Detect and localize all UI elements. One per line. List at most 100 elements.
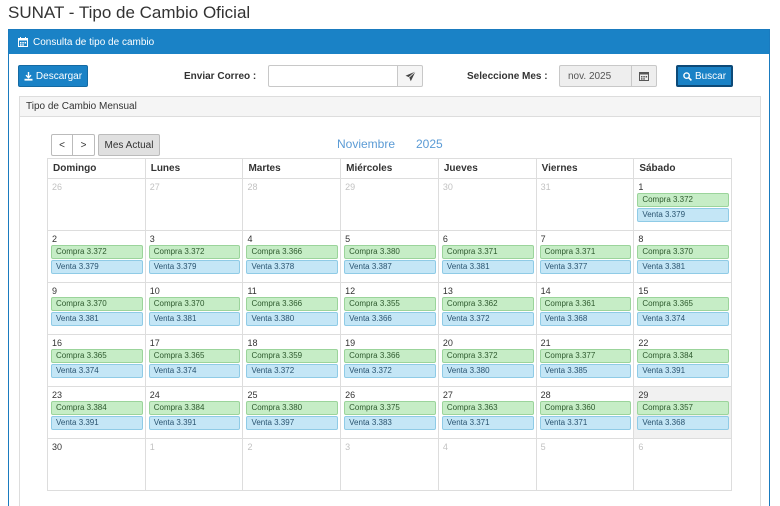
prev-month-button[interactable]: < [51, 134, 73, 156]
calendar-day-cell[interactable]: 1 Compra 3.372 Venta 3.379 [634, 179, 733, 231]
compra-rate-event[interactable]: Compra 3.355 [344, 297, 436, 311]
calendar-day-cell[interactable]: 6 [634, 439, 733, 491]
venta-rate-event[interactable]: Venta 3.379 [148, 260, 241, 274]
compra-rate-event[interactable]: Compra 3.370 [51, 297, 143, 311]
calendar-day-cell[interactable]: 24 Compra 3.384 Venta 3.391 [145, 387, 244, 439]
calendar-day-cell[interactable]: 19 Compra 3.366 Venta 3.372 [341, 335, 439, 387]
calendar-day-cell[interactable]: 13 Compra 3.362 Venta 3.372 [438, 283, 537, 335]
compra-rate-event[interactable]: Compra 3.360 [539, 401, 632, 415]
compra-rate-event[interactable]: Compra 3.362 [441, 297, 534, 311]
month-input[interactable] [559, 65, 632, 87]
calendar-day-cell[interactable]: 17 Compra 3.365 Venta 3.374 [145, 335, 244, 387]
calendar-day-cell[interactable]: 8 Compra 3.370 Venta 3.381 [634, 231, 733, 283]
venta-rate-event[interactable]: Venta 3.368 [637, 416, 730, 430]
venta-rate-event[interactable]: Venta 3.368 [539, 312, 632, 326]
calendar-day-cell[interactable]: 28 Compra 3.360 Venta 3.371 [536, 387, 635, 439]
compra-rate-event[interactable]: Compra 3.372 [148, 245, 241, 259]
next-month-button[interactable]: > [73, 134, 95, 156]
venta-rate-event[interactable]: Venta 3.379 [637, 208, 730, 222]
venta-rate-event[interactable]: Venta 3.387 [344, 260, 436, 274]
calendar-day-cell[interactable]: 14 Compra 3.361 Venta 3.368 [536, 283, 635, 335]
calendar-day-cell[interactable]: 7 Compra 3.371 Venta 3.377 [536, 231, 635, 283]
calendar-day-cell[interactable]: 18 Compra 3.359 Venta 3.372 [243, 335, 342, 387]
venta-rate-event[interactable]: Venta 3.372 [246, 364, 339, 378]
calendar-day-cell[interactable]: 15 Compra 3.365 Venta 3.374 [634, 283, 733, 335]
venta-rate-event[interactable]: Venta 3.378 [246, 260, 339, 274]
calendar-day-cell[interactable]: 31 [536, 179, 635, 231]
compra-rate-event[interactable]: Compra 3.372 [637, 193, 730, 207]
compra-rate-event[interactable]: Compra 3.380 [344, 245, 436, 259]
venta-rate-event[interactable]: Venta 3.374 [51, 364, 143, 378]
compra-rate-event[interactable]: Compra 3.370 [148, 297, 241, 311]
email-input[interactable] [268, 65, 398, 87]
venta-rate-event[interactable]: Venta 3.377 [539, 260, 632, 274]
compra-rate-event[interactable]: Compra 3.384 [637, 349, 730, 363]
calendar-day-cell[interactable]: 5 Compra 3.380 Venta 3.387 [341, 231, 439, 283]
venta-rate-event[interactable]: Venta 3.391 [637, 364, 730, 378]
calendar-day-cell[interactable]: 1 [145, 439, 244, 491]
calendar-day-cell[interactable]: 4 [438, 439, 537, 491]
venta-rate-event[interactable]: Venta 3.383 [344, 416, 436, 430]
calendar-day-cell[interactable]: 5 [536, 439, 635, 491]
venta-rate-event[interactable]: Venta 3.385 [539, 364, 632, 378]
venta-rate-event[interactable]: Venta 3.372 [344, 364, 436, 378]
compra-rate-event[interactable]: Compra 3.370 [637, 245, 730, 259]
venta-rate-event[interactable]: Venta 3.372 [441, 312, 534, 326]
venta-rate-event[interactable]: Venta 3.391 [148, 416, 241, 430]
compra-rate-event[interactable]: Compra 3.366 [246, 245, 339, 259]
venta-rate-event[interactable]: Venta 3.397 [246, 416, 339, 430]
calendar-day-cell[interactable]: 22 Compra 3.384 Venta 3.391 [634, 335, 733, 387]
calendar-day-cell[interactable]: 25 Compra 3.380 Venta 3.397 [243, 387, 342, 439]
calendar-day-cell[interactable]: 3 [341, 439, 439, 491]
venta-rate-event[interactable]: Venta 3.380 [441, 364, 534, 378]
calendar-day-cell[interactable]: 20 Compra 3.372 Venta 3.380 [438, 335, 537, 387]
compra-rate-event[interactable]: Compra 3.384 [51, 401, 143, 415]
venta-rate-event[interactable]: Venta 3.366 [344, 312, 436, 326]
compra-rate-event[interactable]: Compra 3.366 [344, 349, 436, 363]
calendar-day-cell[interactable]: 9 Compra 3.370 Venta 3.381 [48, 283, 146, 335]
compra-rate-event[interactable]: Compra 3.361 [539, 297, 632, 311]
calendar-day-cell[interactable]: 11 Compra 3.366 Venta 3.380 [243, 283, 342, 335]
compra-rate-event[interactable]: Compra 3.375 [344, 401, 436, 415]
compra-rate-event[interactable]: Compra 3.363 [441, 401, 534, 415]
compra-rate-event[interactable]: Compra 3.365 [637, 297, 730, 311]
calendar-day-cell[interactable]: 12 Compra 3.355 Venta 3.366 [341, 283, 439, 335]
compra-rate-event[interactable]: Compra 3.377 [539, 349, 632, 363]
month-picker-button[interactable] [631, 65, 657, 87]
compra-rate-event[interactable]: Compra 3.372 [51, 245, 143, 259]
compra-rate-event[interactable]: Compra 3.384 [148, 401, 241, 415]
calendar-day-cell[interactable]: 6 Compra 3.371 Venta 3.381 [438, 231, 537, 283]
calendar-day-cell[interactable]: 29 Compra 3.357 Venta 3.368 [634, 387, 733, 439]
venta-rate-event[interactable]: Venta 3.391 [51, 416, 143, 430]
calendar-day-cell[interactable]: 23 Compra 3.384 Venta 3.391 [48, 387, 146, 439]
calendar-day-cell[interactable]: 4 Compra 3.366 Venta 3.378 [243, 231, 342, 283]
calendar-day-cell[interactable]: 2 Compra 3.372 Venta 3.379 [48, 231, 146, 283]
venta-rate-event[interactable]: Venta 3.381 [51, 312, 143, 326]
compra-rate-event[interactable]: Compra 3.371 [441, 245, 534, 259]
compra-rate-event[interactable]: Compra 3.357 [637, 401, 730, 415]
current-month-button[interactable]: Mes Actual [98, 134, 160, 156]
calendar-day-cell[interactable]: 27 Compra 3.363 Venta 3.371 [438, 387, 537, 439]
venta-rate-event[interactable]: Venta 3.381 [637, 260, 730, 274]
venta-rate-event[interactable]: Venta 3.374 [148, 364, 241, 378]
calendar-day-cell[interactable]: 16 Compra 3.365 Venta 3.374 [48, 335, 146, 387]
venta-rate-event[interactable]: Venta 3.381 [441, 260, 534, 274]
compra-rate-event[interactable]: Compra 3.359 [246, 349, 339, 363]
compra-rate-event[interactable]: Compra 3.380 [246, 401, 339, 415]
compra-rate-event[interactable]: Compra 3.366 [246, 297, 339, 311]
calendar-day-cell[interactable]: 27 [145, 179, 244, 231]
venta-rate-event[interactable]: Venta 3.381 [148, 312, 241, 326]
compra-rate-event[interactable]: Compra 3.365 [51, 349, 143, 363]
calendar-day-cell[interactable]: 30 [438, 179, 537, 231]
calendar-day-cell[interactable]: 26 [48, 179, 146, 231]
calendar-day-cell[interactable]: 21 Compra 3.377 Venta 3.385 [536, 335, 635, 387]
calendar-day-cell[interactable]: 3 Compra 3.372 Venta 3.379 [145, 231, 244, 283]
calendar-day-cell[interactable]: 26 Compra 3.375 Venta 3.383 [341, 387, 439, 439]
venta-rate-event[interactable]: Venta 3.374 [637, 312, 730, 326]
compra-rate-event[interactable]: Compra 3.365 [148, 349, 241, 363]
calendar-day-cell[interactable]: 29 [341, 179, 439, 231]
calendar-day-cell[interactable]: 2 [243, 439, 342, 491]
download-button[interactable]: Descargar [18, 65, 88, 87]
search-button[interactable]: Buscar [676, 65, 733, 87]
venta-rate-event[interactable]: Venta 3.380 [246, 312, 339, 326]
